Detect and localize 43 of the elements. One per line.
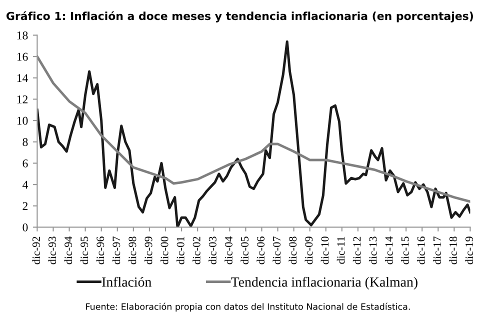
y-tick-label: 14 (17, 74, 28, 82)
y-tick-label: 10 (17, 116, 28, 125)
x-tick-label: dic-97 (112, 236, 120, 264)
x-tick-label: dic-92 (32, 236, 40, 264)
x-tick-label: dic-14 (384, 236, 393, 264)
x-tick-label: dic-05 (240, 236, 248, 264)
x-tick-label: dic-04 (224, 236, 232, 264)
x-tick-label: dic-06 (256, 236, 265, 264)
y-tick-label: 0 (22, 223, 28, 232)
x-tick-label: dic-02 (192, 236, 200, 264)
x-tick-label: dic-19 (465, 236, 473, 264)
y-tick-label: 2 (22, 202, 28, 210)
x-tick-label: dic-16 (417, 236, 425, 264)
x-tick-label: dic-15 (401, 236, 409, 264)
x-tick-label: dic-95 (80, 236, 88, 264)
x-tick-label: dic-94 (64, 236, 72, 264)
x-tick-label: dic-11 (336, 236, 345, 264)
x-tick-label: dic-08 (288, 236, 297, 264)
y-tick-label: 16 (17, 52, 28, 61)
y-tick-label: 12 (17, 95, 28, 104)
legend-label: Tendencia inflacionaria (Kalman) (231, 276, 418, 290)
x-tick-label: dic-12 (352, 236, 361, 264)
x-tick-label: dic-99 (144, 236, 152, 264)
x-tick-label: dic-07 (272, 236, 281, 264)
x-tick-label: dic-17 (433, 236, 441, 264)
y-tick-label: 18 (17, 31, 28, 40)
line-series (37, 55, 470, 203)
x-tick-label: dic-01 (176, 236, 184, 264)
x-tick-label: dic-18 (449, 236, 457, 264)
chart-title: Gráfico 1: Inflación a doce meses y tendencia inflacionaria (en porcentajes) (6, 11, 473, 22)
x-tick-label: dic-93 (48, 236, 56, 264)
x-tick-label: dic-03 (208, 236, 216, 264)
legend-label: Inflación (102, 276, 152, 287)
y-tick-label: 8 (22, 138, 28, 146)
x-tick-label: dic-00 (160, 236, 168, 264)
source-note: Fuente: Elaboración propia con datos del Instituto Nacional de Estadística. (86, 302, 410, 312)
y-tick-label: 6 (22, 159, 28, 168)
x-tick-label: dic-96 (96, 236, 104, 264)
x-tick-label: dic-10 (320, 236, 329, 264)
y-tick-label: 4 (22, 180, 28, 189)
x-tick-label: dic-98 (128, 236, 136, 264)
x-tick-label: dic-13 (368, 236, 377, 264)
x-tick-label: dic-09 (304, 236, 313, 264)
